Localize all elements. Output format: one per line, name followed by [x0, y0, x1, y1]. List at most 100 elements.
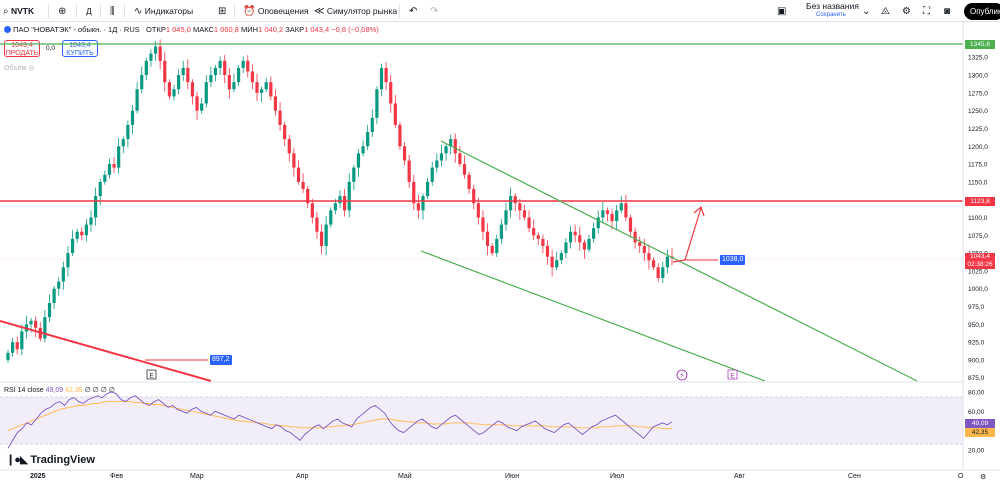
candle [449, 139, 453, 147]
candle [402, 146, 407, 161]
candle [319, 231, 324, 246]
price-callout-1038[interactable]: 1038,0 [720, 255, 746, 265]
price-tick-label: 925,0 [968, 340, 985, 347]
bar-countdown: 02:38:26 [967, 261, 993, 268]
layout-name-button[interactable]: Без названия Сохранить [806, 2, 859, 20]
candle [393, 103, 397, 125]
tradingview-logo[interactable]: ❙●◣ TradingView [6, 453, 95, 466]
projection-arrow[interactable] [672, 207, 702, 263]
candle [241, 60, 245, 68]
candle [209, 75, 213, 83]
candle [250, 71, 254, 83]
rsi-tick-label: 80,00 [968, 389, 985, 396]
symbol-search-button[interactable]: ⌕ NVTK [3, 0, 34, 22]
candle [296, 167, 301, 182]
candle [338, 196, 342, 204]
candle [490, 245, 494, 254]
candle [462, 164, 467, 175]
candle [555, 260, 559, 268]
chart-type-button[interactable]: ⫼ [110, 0, 115, 22]
candle [638, 242, 642, 246]
chart-area[interactable]: 1325,0 1300,0 1275,0 1250,0 1225,0 1200,0 1175… [0, 22, 1000, 481]
candle [587, 238, 591, 250]
candles-icon: ⫼ [110, 6, 115, 17]
quick-search-button[interactable]: ⨻ [881, 0, 890, 22]
fullscreen-icon: ⛶ [923, 6, 930, 17]
replay-button[interactable]: ≪ Симулятор рынка [314, 0, 397, 22]
candle [361, 146, 365, 154]
alerts-button[interactable]: ⏰ Оповещения [243, 0, 309, 22]
toolbar-divider [48, 4, 49, 18]
layouts-button[interactable]: ⊞ [218, 0, 226, 22]
interval-button[interactable]: Д [86, 0, 92, 22]
candle [504, 210, 508, 225]
symbol-logo-icon [4, 26, 11, 33]
candle [204, 82, 208, 104]
alerts-label: Оповещения [257, 6, 309, 16]
candle [333, 203, 337, 211]
time-axis-settings-icon[interactable]: ⚙ [980, 474, 987, 481]
candle [306, 188, 310, 204]
candle [153, 46, 158, 54]
candle [121, 139, 125, 147]
candle [366, 132, 370, 147]
low-value: 1 040,2 [258, 25, 284, 34]
compare-button[interactable]: ⊕ [58, 0, 66, 22]
earnings-marker[interactable] [146, 369, 157, 380]
candle [11, 342, 15, 353]
candles-group [6, 39, 674, 363]
plus-circle-icon: ⊕ [58, 6, 67, 17]
layout-menu-button[interactable]: ⌄ [862, 0, 870, 22]
candle [430, 167, 434, 182]
channel-lower-trendline[interactable] [420, 250, 766, 382]
redo-button[interactable]: ↷ [430, 0, 438, 22]
price-axis[interactable]: 1325,0 1300,0 1275,0 1250,0 1225,0 1200,0 1175… [968, 55, 988, 382]
future-earnings-marker-label: E [730, 373, 735, 380]
fullscreen-button[interactable]: ⛶ [923, 0, 930, 22]
toolbar-divider [234, 4, 235, 18]
camera-icon: ◙ [944, 6, 951, 17]
price-tick-label: 1325,0 [968, 55, 988, 62]
candle [352, 167, 356, 182]
tradingview-logo-icon: ❙●◣ [6, 454, 28, 466]
candle [144, 60, 148, 76]
save-status: Сохранить [816, 12, 846, 18]
candle [57, 281, 61, 289]
candle [532, 228, 536, 236]
candle [89, 217, 93, 225]
sell-price: 1043,4 [11, 42, 33, 49]
price-callout-897[interactable]: 897,2 [210, 355, 232, 365]
candle [273, 96, 278, 111]
future-earnings-marker[interactable] [727, 369, 738, 380]
candle [20, 331, 24, 350]
eye-icon[interactable]: ◎ [28, 65, 35, 72]
price-tick-label: 950,0 [968, 322, 985, 329]
layout-icon-button[interactable]: ▣ [777, 0, 786, 22]
time-label-apr: Апр [296, 473, 309, 480]
publish-button[interactable]: Опубликовать [964, 3, 1000, 20]
candle [665, 256, 669, 268]
high-value: 1 060,8 [213, 25, 239, 34]
candle [135, 89, 139, 111]
lightning-icon: ⚡ [680, 372, 685, 380]
settings-button[interactable]: ⚙ [902, 0, 911, 22]
rsi-ma-badge: 42,35 [965, 428, 995, 437]
dividend-marker[interactable] [676, 369, 688, 381]
indicators-button[interactable]: ∿ Индикаторы [134, 0, 193, 22]
undo-button[interactable]: ↶ [409, 0, 417, 22]
candle [605, 210, 610, 214]
price-tick-label: 1250,0 [968, 108, 988, 115]
sell-label: ПРОДАТЬ [5, 50, 39, 57]
snapshot-button[interactable]: ◙ [944, 0, 950, 22]
candle [213, 67, 218, 76]
long-term-support-trendline[interactable] [0, 320, 212, 382]
candle [103, 174, 107, 182]
candle [578, 235, 582, 243]
candle [610, 213, 614, 222]
toolbar-divider [124, 4, 125, 18]
candle [255, 82, 259, 93]
candle [260, 89, 264, 93]
change-value: −0,8 (−0,08%) [331, 25, 379, 34]
candle [292, 153, 296, 168]
